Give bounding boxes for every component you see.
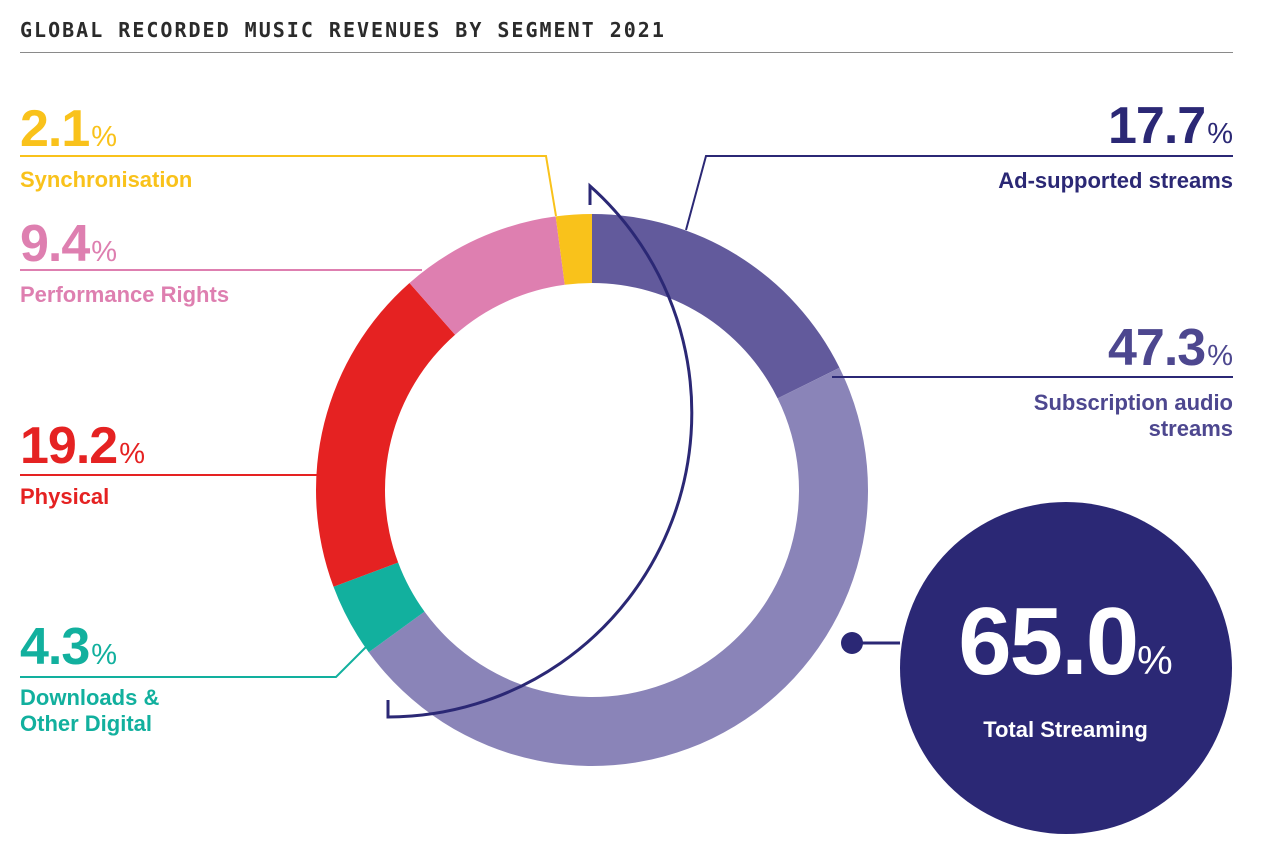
streaming-bracket-dot — [841, 632, 863, 654]
label-synchronisation: 2.1% Synchronisation — [20, 103, 192, 193]
name-physical: Physical — [20, 484, 110, 509]
label-performance-rights: 9.4% Performance Rights — [20, 218, 229, 308]
slice-physical — [315, 282, 456, 587]
label-ad-supported: 17.7% Ad-supported streams — [973, 100, 1233, 194]
leader-line-ad-supported — [685, 155, 1233, 231]
name-performance-rights: Performance Rights — [20, 282, 230, 307]
leader-lines — [20, 155, 1233, 678]
name-downloads: Downloads & Other Digital — [20, 685, 160, 736]
pct-downloads: 4.3% — [20, 618, 118, 676]
slice-ad-supported-streams — [592, 214, 840, 399]
pct-subscription: 47.3% — [1107, 319, 1233, 377]
label-physical: 19.2% Physical — [20, 420, 145, 510]
title-divider — [20, 52, 1233, 53]
name-synchronisation: Synchronisation — [20, 167, 193, 192]
donut-slices — [315, 214, 868, 767]
leader-line-synchronisation — [20, 155, 557, 217]
streaming-bracket — [386, 182, 694, 719]
leader-line-downloads — [20, 644, 369, 678]
name-subscription: Subscription audio streams — [1033, 390, 1233, 441]
pct-performance-rights: 9.4% — [20, 215, 118, 273]
label-downloads: 4.3% Downloads & Other Digital — [20, 621, 220, 737]
pct-synchronisation: 2.1% — [20, 100, 118, 158]
chart-title: GLOBAL RECORDED MUSIC REVENUES BY SEGMEN… — [20, 18, 666, 42]
name-ad-supported: Ad-supported streams — [998, 168, 1233, 193]
slice-synchronisation — [555, 214, 592, 285]
slice-subscription-audio-streams — [368, 367, 868, 767]
total-streaming-circle — [900, 502, 1232, 834]
pct-physical: 19.2% — [20, 417, 146, 475]
slice-performance-rights — [409, 216, 565, 335]
pct-ad-supported: 17.7% — [1107, 97, 1233, 155]
slice-downloads-other-digital — [333, 562, 425, 653]
label-subscription: 47.3% Subscription audio streams — [1033, 322, 1233, 442]
